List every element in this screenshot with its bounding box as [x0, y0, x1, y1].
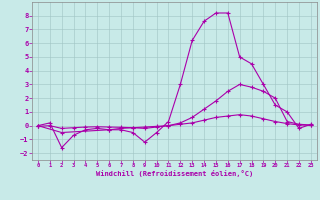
X-axis label: Windchill (Refroidissement éolien,°C): Windchill (Refroidissement éolien,°C) — [96, 170, 253, 177]
